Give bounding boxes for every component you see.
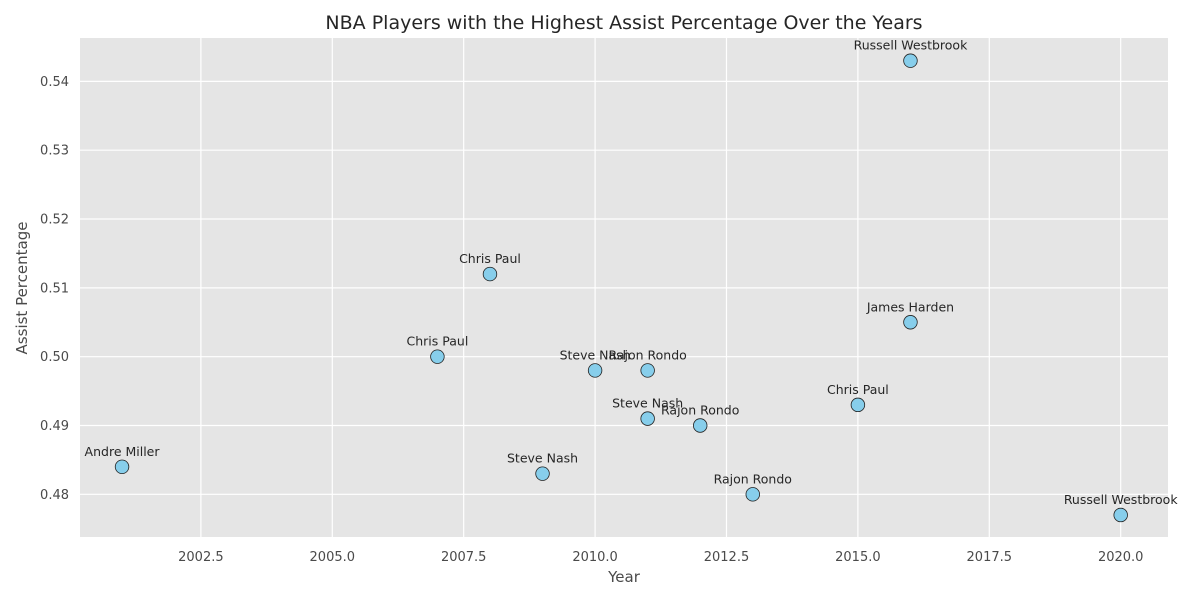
point-label: Chris Paul [459, 251, 521, 266]
point-label: Steve Nash [507, 451, 578, 466]
data-point [587, 363, 603, 378]
point-label: Russell Westbrook [854, 38, 969, 53]
point-label: Chris Paul [827, 382, 889, 397]
point-label: Steve Nash [560, 347, 631, 362]
point-labels: Andre Miller Chris Paul Chris Paul Steve Na… [85, 38, 1179, 507]
x-tick-label: 2010.0 [572, 550, 618, 565]
data-point [850, 397, 866, 413]
point-label: Chris Paul [407, 334, 469, 349]
data-point [1113, 507, 1128, 523]
data-point [903, 53, 918, 68]
y-tick-label: 0.53 [40, 144, 69, 159]
grid-lines [80, 38, 1168, 537]
x-axis-title: Year [607, 568, 641, 586]
data-points [114, 53, 1128, 523]
data-point [745, 487, 760, 502]
y-axis-title: Assist Percentage [13, 222, 31, 355]
y-tick-label: 0.52 [40, 213, 69, 228]
y-tick-label: 0.54 [40, 75, 69, 90]
point-label: James Harden [866, 299, 954, 314]
point-label: Rajon Rondo [661, 402, 739, 417]
data-point [482, 266, 498, 282]
x-tick-label: 2007.5 [441, 550, 487, 565]
x-tick-label: 2012.5 [704, 550, 750, 565]
y-tick-label: 0.50 [40, 350, 69, 365]
point-label: Rajon Rondo [608, 347, 686, 362]
y-tick-label: 0.48 [40, 488, 69, 503]
point-label: Russell Westbrook [1064, 492, 1179, 507]
data-point [114, 459, 130, 474]
data-point [693, 418, 708, 433]
data-point [903, 315, 918, 330]
y-tick-label: 0.51 [40, 281, 69, 296]
y-tick-label: 0.49 [40, 419, 69, 434]
x-tick-label: 2020.0 [1098, 550, 1144, 565]
data-point [535, 466, 550, 481]
point-label: Rajon Rondo [714, 471, 792, 486]
data-point [640, 411, 655, 426]
x-axis-ticks: 2002.5 2005.0 2007.5 2010.0 2012.5 2015.0 2017… [178, 550, 1143, 565]
y-axis-ticks: 0.48 0.49 0.50 0.51 0.52 0.53 0.54 [40, 75, 69, 503]
chart-title: NBA Players with the Highest Assist Perc… [325, 12, 922, 34]
x-tick-label: 2005.0 [310, 550, 356, 565]
x-tick-label: 2002.5 [178, 550, 224, 565]
data-point [430, 349, 445, 364]
point-label: Andre Miller [85, 444, 161, 459]
data-point [640, 363, 655, 378]
point-label: Steve Nash [612, 396, 683, 411]
x-tick-label: 2015.0 [835, 550, 881, 565]
x-tick-label: 2017.5 [967, 550, 1013, 565]
